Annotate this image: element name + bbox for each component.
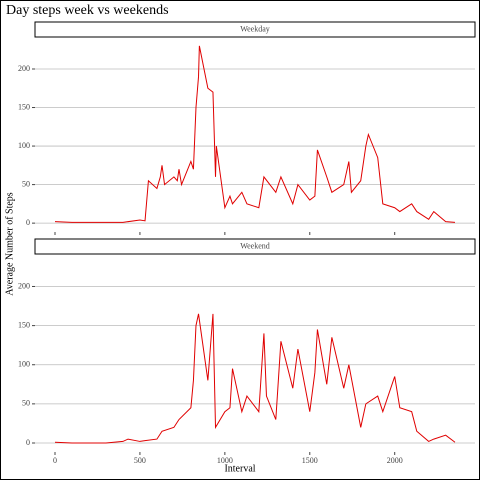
x-tick-label: 2000 [387, 456, 403, 465]
line [54, 313, 456, 444]
y-tick-label: 0 [26, 218, 30, 227]
strip-label: Weekend [240, 241, 270, 250]
y-tick-label: 150 [18, 102, 30, 111]
strip [34, 238, 476, 255]
strip [34, 21, 476, 38]
y-tick-label: 0 [26, 438, 30, 447]
x-tick-label: 1000 [217, 456, 233, 465]
y-tick-label: 50 [22, 399, 30, 408]
y-tick-label: 200 [18, 281, 30, 290]
y-tick-label: 100 [18, 141, 30, 150]
x-tick-label: 0 [53, 456, 57, 465]
line [54, 45, 456, 223]
chart-title: Day steps week vs weekends [6, 3, 169, 18]
x-axis-label: Interval [224, 463, 255, 474]
y-tick-label: 100 [18, 360, 30, 369]
y-tick-label: 50 [22, 179, 30, 188]
y-tick-label: 200 [18, 64, 30, 73]
x-tick-label: 1500 [302, 456, 318, 465]
x-tick-label: 500 [134, 456, 146, 465]
y-axis-label: Average Number of Steps [4, 192, 15, 296]
y-tick-label: 150 [18, 320, 30, 329]
strip-label: Weekday [240, 24, 270, 33]
